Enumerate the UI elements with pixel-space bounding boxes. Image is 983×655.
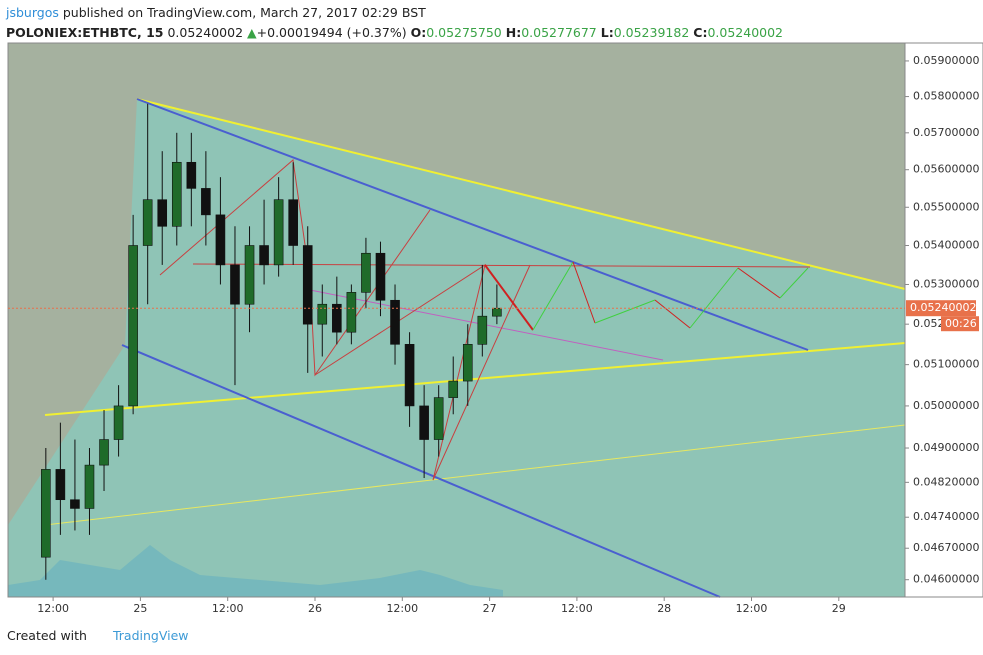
arrow: ▲	[247, 25, 257, 40]
change: +0.00019494 (+0.37%)	[256, 25, 407, 40]
close: 0.05240002	[707, 25, 784, 40]
x-tick-label: 12:00	[386, 602, 418, 615]
x-tick-label: 12:00	[37, 602, 69, 615]
x-tick-label: 26	[308, 602, 322, 615]
candle-body	[41, 469, 51, 558]
arrow	[532, 261, 574, 331]
y-tick-label: 0.04900000	[913, 441, 979, 454]
l-label: L:	[600, 25, 614, 40]
created: Created with	[7, 628, 87, 643]
candle-body	[215, 214, 226, 266]
candle-body	[332, 303, 342, 333]
high: 0.05277677	[521, 25, 597, 40]
candle-body	[375, 252, 386, 301]
last-price-label: 0.05240002	[910, 301, 976, 314]
candle-body	[113, 405, 124, 440]
x-tick-label: 12:00	[736, 602, 768, 615]
y-tick-label: 0.05700000	[913, 126, 979, 139]
candle-body	[99, 439, 109, 466]
trend-line	[44, 424, 906, 526]
y-tick-label: 0.05500000	[913, 200, 979, 213]
candle-body	[230, 264, 240, 305]
arrow	[572, 261, 596, 324]
arrow	[737, 267, 781, 299]
candle-body	[317, 303, 328, 325]
x-tick-label: 29	[832, 602, 846, 615]
y-tick-label: 0.05800000	[913, 90, 979, 103]
arrow	[779, 267, 809, 299]
y-tick-label: 0.04600000	[913, 573, 979, 586]
candle-body	[259, 245, 269, 266]
plot-border	[7, 42, 906, 598]
x-tick-label: 12:00	[212, 602, 244, 615]
candle-body	[419, 405, 429, 440]
resistance	[192, 263, 811, 268]
volume-area	[8, 545, 503, 597]
y-tick-label: 0.05400000	[913, 239, 979, 252]
y-tick-label: 0.05900000	[913, 54, 979, 67]
candle-body	[171, 161, 182, 227]
x-tick-label: 25	[133, 602, 147, 615]
y-tick-label: 0.05100000	[913, 358, 979, 371]
channel-line	[121, 344, 721, 598]
arrow	[594, 299, 656, 324]
footer: Created with TradingView	[7, 628, 189, 643]
channel-fill	[8, 99, 905, 597]
candle-body	[448, 380, 459, 398]
symbol: POLONIEX:ETHBTC, 15	[6, 25, 164, 40]
candle-body	[70, 499, 80, 509]
trend-line	[44, 342, 906, 416]
header: jsburgos published on TradingView.com, M…	[6, 3, 783, 43]
user[interactable]: jsburgos	[6, 5, 59, 20]
candle-body	[128, 245, 138, 407]
drawings	[44, 98, 906, 598]
x-tick-label: 28	[657, 602, 671, 615]
red-lines	[314, 263, 531, 481]
candle-body	[346, 292, 357, 333]
candle-body	[302, 245, 313, 325]
candle-body	[244, 245, 255, 305]
arrow	[654, 299, 691, 329]
open: 0.05275750	[426, 25, 502, 40]
c-label: C:	[693, 25, 708, 40]
candle-body	[55, 469, 66, 501]
price: 0.05240002	[167, 25, 244, 40]
candle-body	[288, 199, 298, 246]
candle-body	[404, 344, 415, 407]
x-tick-label: 27	[483, 602, 497, 615]
low: 0.05239182	[613, 25, 690, 40]
trend-line	[136, 98, 906, 290]
candle-body	[273, 199, 284, 266]
x-tick-label: 12:00	[561, 602, 593, 615]
countdown-box	[941, 316, 979, 332]
candle-body	[492, 307, 502, 317]
arrow	[484, 264, 534, 331]
y-tick-label: 0.05300000	[913, 277, 979, 290]
candle-body	[390, 299, 400, 345]
candle-body	[186, 161, 197, 189]
arrow	[689, 267, 739, 329]
y-tick-label: 0.05600000	[913, 163, 979, 176]
candle-body	[433, 397, 444, 440]
brand[interactable]: TradingView	[112, 628, 189, 643]
candle-body	[477, 315, 488, 345]
y-tick-label: 0.04740000	[913, 510, 979, 523]
o-label: O:	[410, 25, 427, 40]
last-price-box	[906, 300, 976, 317]
y-tick-label: 0.04820000	[913, 475, 979, 488]
candle-body	[142, 199, 153, 246]
candle-body	[201, 188, 211, 216]
published: published on TradingView.com, March 27, …	[62, 5, 426, 20]
candle-body	[462, 344, 473, 382]
candle-body	[157, 199, 168, 227]
chart: 0.05900000 0.05800000 0.05700000 0.05600000…	[7, 42, 983, 615]
countdown: 00:26	[945, 317, 977, 330]
y-tick-label: 0.05000000	[913, 399, 979, 412]
candle-body	[361, 252, 371, 293]
y-tick-label: 0.04670000	[913, 541, 979, 554]
candle-body	[84, 464, 95, 509]
h-label: H:	[505, 25, 522, 40]
